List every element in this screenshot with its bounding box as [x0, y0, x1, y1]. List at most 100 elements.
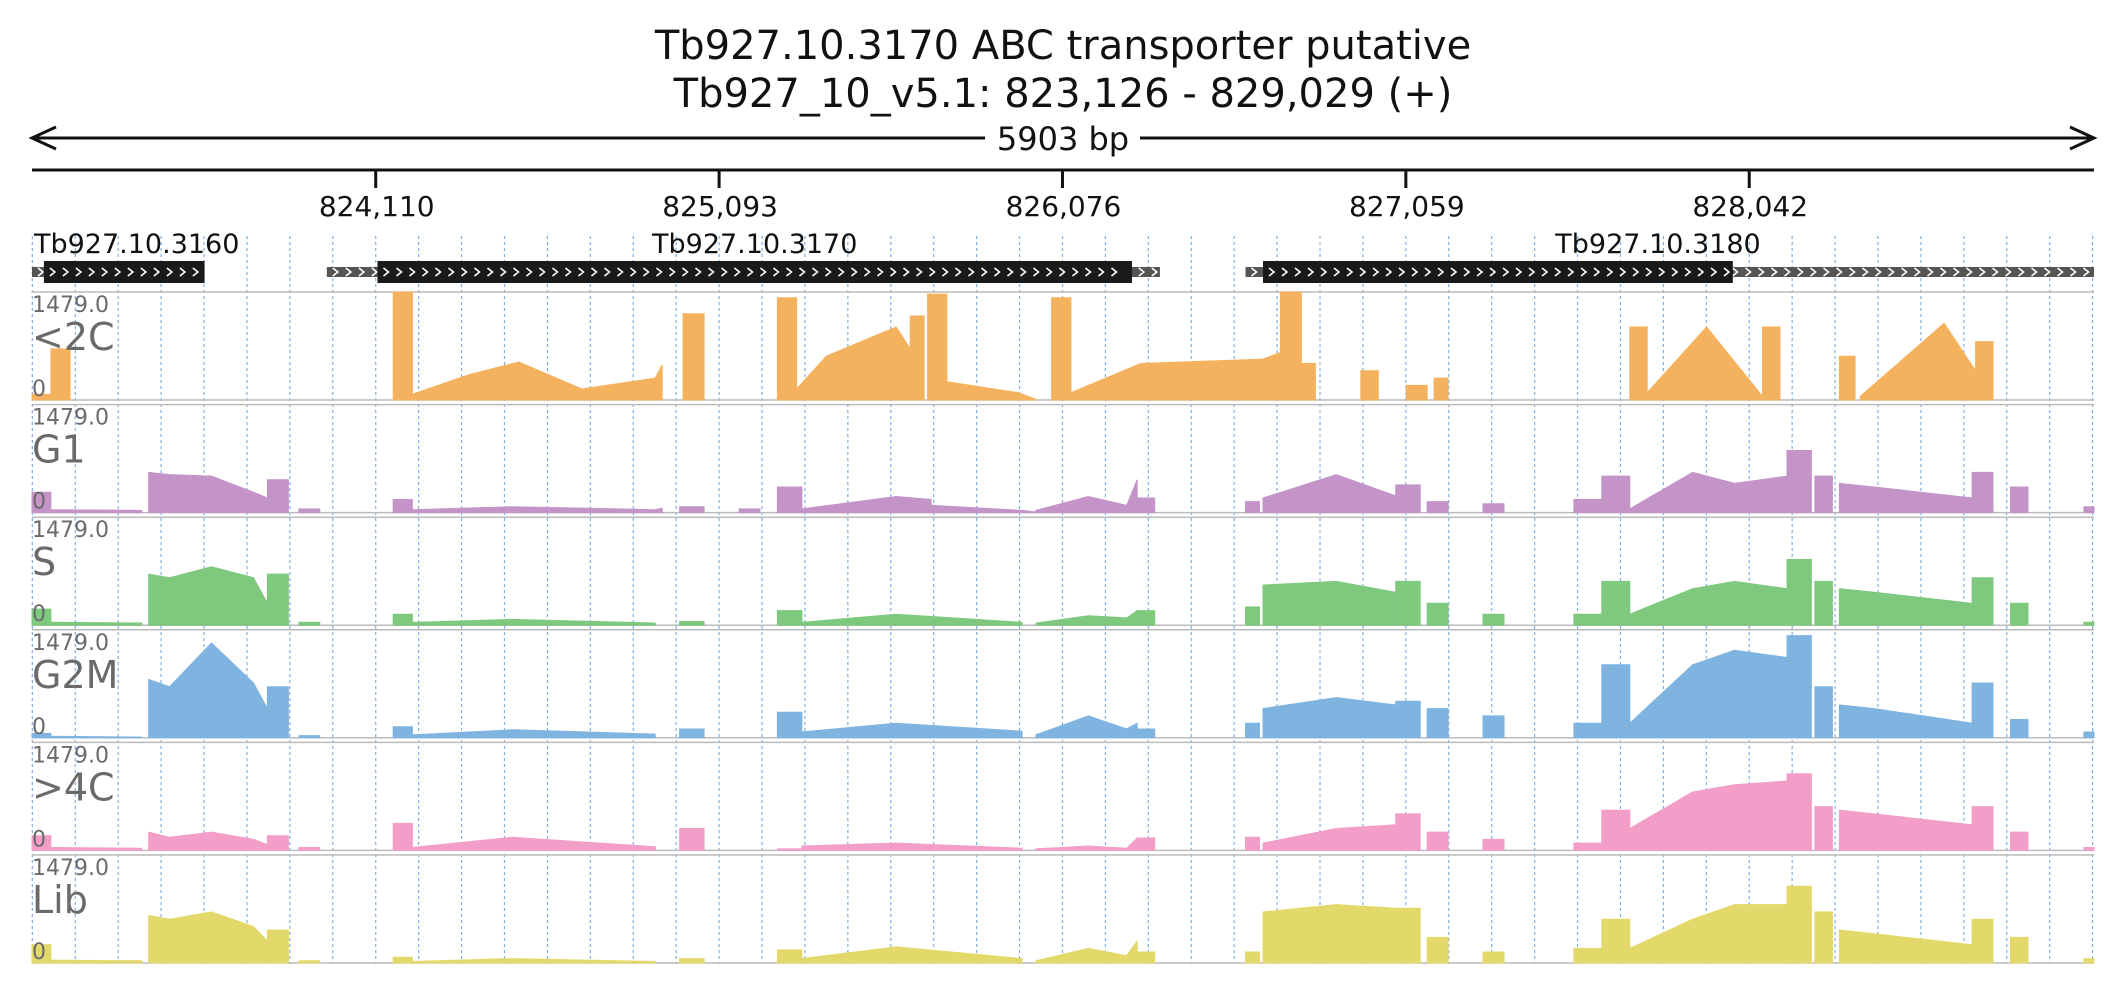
track-Lib: 1479.0 0 Lib: [31, 854, 2095, 965]
coverage-area: [1838, 588, 1973, 626]
coverage-area: [1629, 780, 1788, 851]
y-max-label: 1479.0: [32, 406, 109, 431]
coverage-area: [1426, 602, 1449, 626]
coverage-area: [298, 847, 321, 851]
coverage-area: [2083, 731, 2095, 739]
coverage-area: [2010, 602, 2029, 626]
coverage-area: [801, 842, 1023, 851]
coverage-area: [1646, 326, 1763, 401]
coverage-area: [909, 315, 925, 401]
coverage-area: [946, 381, 1037, 401]
coverage-area: [1482, 838, 1505, 851]
coverage-area: [1395, 907, 1421, 964]
coverage-area: [298, 735, 321, 739]
coverage-area: [1245, 501, 1260, 514]
y-min-label: 0: [32, 377, 46, 402]
coverage-area: [1814, 475, 1833, 514]
y-max-label: 1479.0: [32, 518, 109, 543]
coverage-area: [298, 960, 321, 964]
coverage-area: [148, 566, 268, 626]
coverage-area: [2010, 719, 2029, 739]
coverage-area: [1814, 686, 1833, 739]
x-tick-label: 824,110: [319, 190, 435, 223]
track-4C: 1479.0 0 >4C: [31, 741, 2095, 852]
coverage-area: [1035, 836, 1138, 851]
coverage-area: [1262, 697, 1397, 739]
coverage-area: [50, 621, 143, 626]
coverage-area: [266, 573, 289, 626]
track-G1: 1479.0 0 G1: [31, 403, 2095, 515]
coverage-area: [1136, 497, 1156, 514]
chart-subtitle: Tb927_10_v5.1: 823,126 - 829,029 (+): [673, 71, 1453, 117]
coverage-area: [148, 471, 268, 514]
coverage-area: [1838, 929, 1973, 964]
coverage-area: [148, 831, 268, 851]
coverage-area: [776, 848, 803, 851]
coverage-area: [776, 711, 803, 739]
span-arrow-left: [28, 125, 57, 151]
coverage-area: [1762, 326, 1781, 401]
chart-title: Tb927.10.3170 ABC transporter putative: [654, 23, 1472, 69]
coverage-area: [776, 610, 803, 626]
coverage-area: [2010, 936, 2029, 964]
coverage-area: [1975, 341, 1994, 401]
coverage-area: [266, 929, 289, 964]
coverage-area: [1573, 722, 1603, 739]
track-name: >4C: [32, 765, 115, 809]
coverage-area: [1482, 503, 1505, 514]
track-name: S: [32, 540, 56, 584]
track-G2M: 1479.0 0 G2M: [31, 629, 2095, 740]
y-max-label: 1479.0: [32, 293, 109, 318]
coverage-area: [298, 621, 321, 626]
coverage-area: [2083, 506, 2095, 514]
coverage-tracks: 1479.00<2C1479.00G11479.00S1479.00G2M147…: [31, 291, 2095, 965]
coverage-area: [1426, 501, 1449, 514]
coverage-area: [1573, 842, 1603, 851]
coverage-area: [679, 621, 705, 626]
coverage-area: [411, 506, 663, 514]
coverage-area: [1971, 471, 1994, 514]
coverage-area: [1601, 918, 1631, 964]
coverage-area: [31, 732, 52, 739]
coverage-area: [1262, 824, 1397, 851]
coverage-area: [1838, 482, 1973, 514]
y-min-label: 0: [32, 715, 46, 740]
coverage-area: [1433, 377, 1449, 401]
coverage-area: [1601, 580, 1631, 626]
coverage-area: [1426, 708, 1449, 739]
coverage-area: [1814, 580, 1833, 626]
coverage-area: [1262, 904, 1397, 964]
coverage-area: [1629, 580, 1788, 626]
coverage-area: [679, 958, 705, 964]
gene-cds-chevrons: [382, 267, 1118, 277]
y-min-label: 0: [32, 490, 46, 515]
coverage-area: [1136, 610, 1156, 626]
coverage-area: [1971, 806, 1994, 851]
span-arrow-right: [2069, 125, 2098, 151]
coverage-area: [1136, 837, 1156, 851]
coverage-area: [392, 956, 413, 964]
coverage-area: [1971, 577, 1994, 626]
gene-cds-bar: [43, 261, 205, 283]
coverage-area: [1035, 715, 1138, 739]
coverage-area: [1482, 715, 1505, 739]
coverage-area: [1035, 609, 1138, 626]
x-tick-label: 828,042: [1692, 190, 1808, 223]
gene-label: Tb927.10.3160: [33, 229, 239, 260]
coverage-area: [2010, 831, 2029, 851]
coverage-area: [2083, 621, 2095, 626]
coverage-area: [1360, 370, 1379, 401]
coverage-area: [1051, 297, 1072, 401]
span-label: 5903 bp: [997, 120, 1129, 158]
coverage-area: [1136, 951, 1156, 964]
coverage-area: [1279, 291, 1302, 401]
coverage-area: [411, 958, 656, 964]
coverage-area: [1070, 351, 1281, 401]
coverage-area: [50, 846, 143, 851]
gene-cds-chevrons: [49, 267, 200, 277]
coverage-area: [1629, 326, 1648, 401]
x-tick-label: 826,076: [1006, 190, 1122, 223]
coverage-area: [679, 506, 705, 514]
coverage-area: [1971, 918, 1994, 964]
coverage-area: [1859, 322, 1977, 401]
